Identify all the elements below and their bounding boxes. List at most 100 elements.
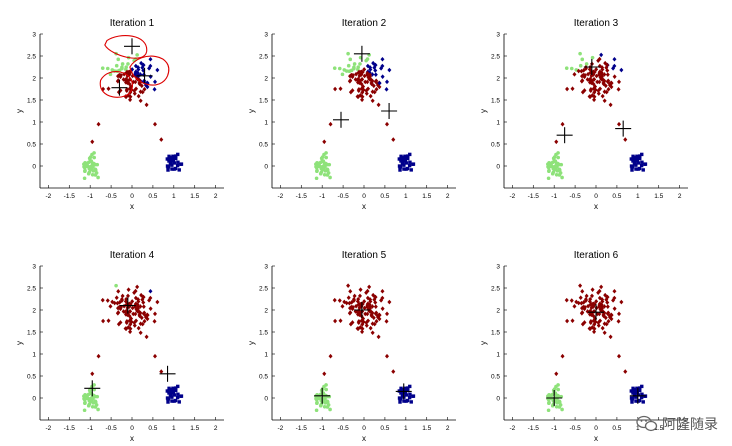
data-point (132, 290, 137, 295)
data-point (592, 90, 597, 95)
data-point (370, 72, 375, 77)
data-point (630, 165, 635, 169)
data-point (570, 318, 575, 324)
data-point (599, 304, 604, 310)
data-point (323, 161, 328, 166)
data-point (112, 300, 117, 306)
data-point (364, 323, 369, 328)
data-point (557, 167, 562, 172)
data-point (362, 73, 367, 79)
data-point (372, 297, 377, 302)
data-point (564, 297, 569, 303)
data-point (579, 300, 584, 306)
data-point (611, 298, 616, 303)
data-point (602, 321, 607, 327)
data-point (549, 393, 553, 398)
wechat-logo-icon (636, 415, 658, 432)
data-point (127, 313, 132, 319)
data-point (148, 56, 153, 62)
data-point (120, 65, 124, 70)
data-point (314, 408, 319, 413)
data-point (148, 74, 153, 79)
data-point (344, 300, 349, 306)
chart-title: Iteration 3 (574, 18, 619, 29)
data-point (407, 395, 412, 400)
data-point (565, 318, 570, 324)
data-point (86, 403, 91, 408)
data-point (348, 73, 353, 79)
data-point (594, 73, 599, 79)
data-point (596, 323, 601, 328)
x-tick-label: 2 (678, 193, 682, 200)
chart-title: Iteration 4 (110, 250, 155, 261)
y-axis-label: y (247, 109, 256, 113)
x-tick-label: -1.5 (528, 193, 540, 200)
x-tick-label: 1 (172, 193, 176, 200)
x-tick-label: -2 (277, 193, 283, 200)
data-point (580, 289, 585, 294)
y-tick-label: 3 (32, 32, 36, 39)
data-point (152, 87, 157, 92)
data-point (380, 306, 385, 311)
data-point (373, 294, 378, 300)
data-point (116, 289, 121, 294)
data-point (546, 176, 551, 181)
data-point (591, 72, 596, 77)
data-point (576, 300, 581, 306)
data-point (602, 72, 607, 77)
chart-panel-1: Iteration 1 -2 -1.5 -1 -0.5 0 0.5 1 1.5 2 0 0.5 1 1.5… (15, 18, 224, 211)
data-point (591, 318, 596, 323)
data-point (152, 319, 157, 324)
y-tick-label: 1.5 (27, 330, 36, 337)
data-point (324, 387, 329, 392)
data-point (130, 305, 135, 311)
data-point (403, 157, 407, 161)
y-tick-label: 1 (264, 120, 268, 127)
data-point (592, 329, 597, 335)
data-point (116, 321, 121, 327)
data-point (365, 295, 370, 301)
data-point (630, 168, 634, 172)
data-point (560, 175, 564, 180)
data-point (326, 403, 331, 407)
data-point (142, 319, 147, 324)
x-tick-label: -1.5 (296, 425, 308, 432)
data-point (586, 303, 591, 309)
data-point (138, 98, 143, 104)
data-point (128, 329, 133, 335)
data-point (106, 318, 111, 324)
data-point (585, 309, 590, 314)
data-point (175, 163, 180, 168)
y-tick-label: 0 (264, 396, 268, 403)
data-point (321, 398, 326, 403)
data-point (636, 161, 641, 165)
x-tick-label: 2 (214, 425, 218, 432)
data-point (132, 323, 137, 328)
data-point (597, 302, 602, 308)
data-point (320, 159, 325, 163)
x-axis-label: x (362, 434, 366, 443)
x-tick-label: -0.5 (337, 193, 349, 200)
x-tick-label: 0 (130, 193, 134, 200)
data-point (640, 152, 644, 157)
data-point (569, 66, 574, 71)
data-point (360, 329, 365, 335)
data-point (556, 155, 561, 160)
x-tick-label: 2 (446, 425, 450, 432)
data-point (100, 297, 105, 303)
y-axis-label: y (15, 109, 24, 113)
data-point (570, 86, 575, 92)
y-tick-label: 1.5 (27, 98, 36, 105)
data-point (398, 168, 402, 172)
x-tick-label: 2 (446, 193, 450, 200)
data-point (367, 72, 372, 78)
data-point (322, 384, 326, 389)
y-tick-label: 2.5 (259, 286, 268, 293)
data-point (631, 386, 635, 391)
y-tick-label: 2.5 (491, 54, 500, 61)
data-point (148, 295, 153, 301)
data-point (603, 292, 608, 298)
data-point (587, 80, 592, 85)
data-point (600, 325, 605, 331)
data-point (176, 152, 180, 157)
